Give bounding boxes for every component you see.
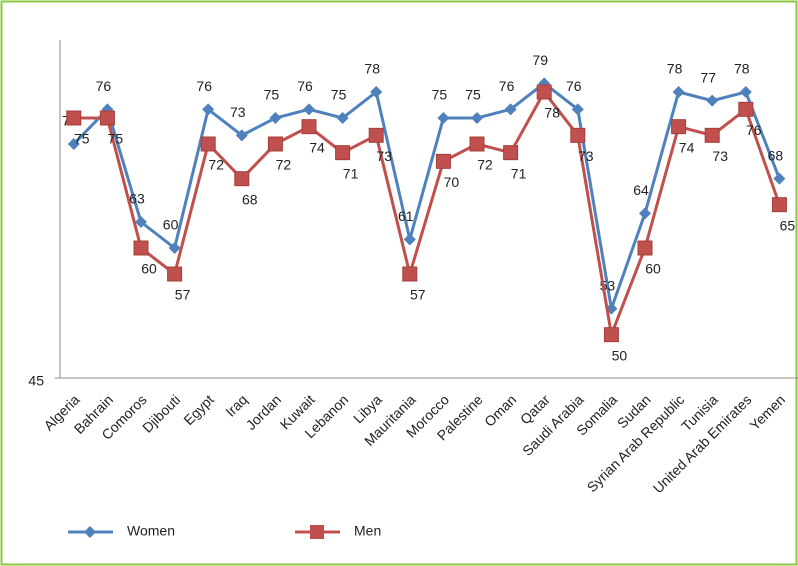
marker (267, 136, 283, 152)
marker (536, 84, 552, 100)
data-label: 75 (264, 87, 280, 103)
marker (571, 103, 584, 116)
marker (135, 216, 147, 228)
data-label: 75 (331, 87, 347, 103)
data-label: 71 (343, 165, 359, 181)
data-label: 57 (175, 287, 191, 303)
marker (437, 112, 450, 124)
series-line (73, 89, 781, 341)
marker (570, 127, 586, 143)
marker (66, 110, 82, 126)
data-label: 76 (297, 78, 313, 94)
data-label: 75 (108, 131, 124, 147)
data-label: 57 (410, 287, 426, 303)
data-label: 78 (544, 105, 560, 121)
data-label: 78 (734, 61, 750, 77)
data-label: 68 (242, 191, 258, 207)
marker (301, 119, 317, 135)
data-label: 60 (645, 261, 661, 277)
data-label: 71 (511, 165, 527, 181)
marker (99, 110, 115, 126)
marker (202, 103, 215, 116)
marker (368, 127, 384, 143)
marker (335, 145, 351, 161)
data-label: 73 (578, 148, 594, 164)
data-label: 78 (667, 61, 683, 77)
marker (739, 86, 752, 98)
marker (235, 129, 248, 142)
data-label: 77 (700, 69, 716, 85)
data-label: 65 (780, 217, 796, 233)
marker (133, 240, 149, 256)
marker (167, 266, 183, 282)
marker (403, 233, 416, 246)
marker (435, 153, 451, 169)
legend-marker (310, 525, 324, 539)
data-label: 61 (398, 208, 414, 224)
data-label: 70 (444, 174, 460, 190)
marker (704, 127, 720, 143)
marker (637, 240, 653, 256)
data-label: 78 (364, 61, 380, 77)
marker (504, 103, 517, 116)
marker (67, 138, 80, 150)
data-label: 74 (309, 139, 325, 155)
marker (773, 172, 786, 185)
marker (672, 86, 685, 98)
legend-label: Women (127, 523, 175, 539)
marker (269, 112, 282, 124)
data-label: 76 (566, 78, 582, 94)
marker (671, 119, 687, 135)
marker (168, 242, 181, 254)
marker (303, 103, 315, 116)
series-line (72, 81, 781, 315)
marker (738, 101, 754, 117)
marker (771, 197, 787, 213)
data-label: 63 (129, 191, 145, 207)
marker (706, 94, 719, 107)
data-label: 75 (432, 87, 448, 103)
data-label: 64 (633, 182, 649, 198)
data-label: 76 (96, 78, 112, 94)
data-label: 68 (768, 147, 784, 163)
marker (370, 86, 383, 98)
legend-label: Men (354, 523, 381, 539)
data-label: 76 (746, 122, 762, 138)
marker (469, 136, 485, 152)
data-label: 76 (196, 78, 212, 94)
data-label: 74 (679, 139, 695, 155)
marker (603, 327, 619, 343)
legend-marker (84, 526, 96, 538)
data-label: 60 (163, 217, 179, 233)
data-label: 76 (499, 78, 515, 94)
marker (234, 171, 250, 187)
data-label: 75 (465, 87, 481, 103)
marker (200, 136, 216, 152)
data-label: 60 (141, 261, 157, 277)
data-label: 72 (208, 157, 224, 173)
marker (471, 112, 483, 124)
data-label: 73 (230, 104, 246, 120)
y-tick-label: 45 (28, 373, 44, 389)
data-label: 50 (612, 347, 628, 363)
marker (639, 207, 651, 220)
marker (503, 145, 519, 161)
data-label: 79 (532, 52, 548, 68)
data-label: 73 (712, 148, 728, 164)
data-label: 75 (74, 131, 90, 147)
marker (336, 112, 349, 124)
data-label: 73 (376, 148, 392, 164)
data-label: 72 (276, 157, 292, 173)
marker (402, 266, 418, 282)
data-label: 72 (477, 157, 493, 173)
